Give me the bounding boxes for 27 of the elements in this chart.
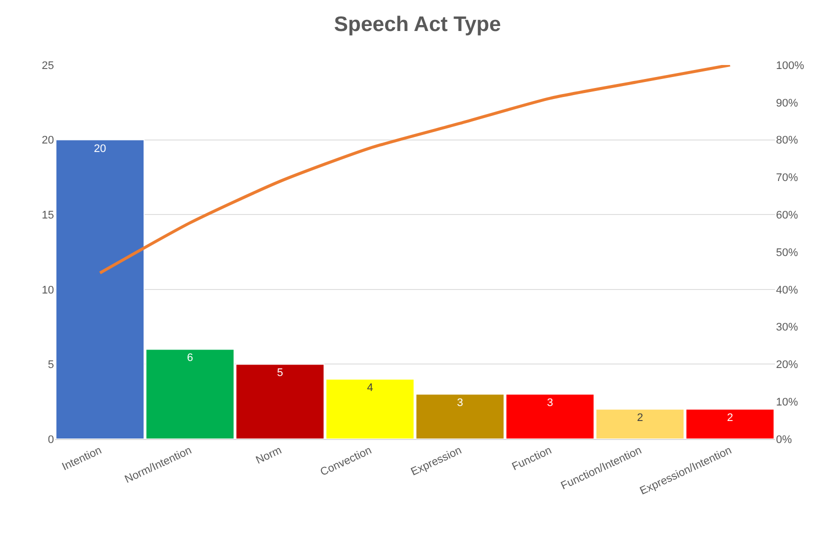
y-tick-label: 20 (42, 134, 54, 147)
data-label: 5 (276, 367, 284, 380)
x-tick-label: Norm (254, 444, 284, 467)
y2-tick-label: 50% (776, 246, 798, 259)
data-label: 6 (186, 352, 194, 364)
data-label: 3 (456, 397, 464, 410)
y2-tick-label: 20% (776, 359, 798, 372)
data-label: 2 (636, 412, 644, 424)
y2-tick-label: 100% (776, 60, 804, 72)
data-label: 20 (94, 142, 106, 155)
y-tick-label: 15 (42, 209, 54, 222)
y-tick-label: 25 (42, 60, 54, 72)
data-label: 3 (546, 397, 554, 410)
y2-tick-label: 70% (776, 172, 798, 184)
data-label: 2 (726, 412, 734, 424)
y2-tick-label: 90% (776, 97, 798, 110)
y2-tick-label: 10% (776, 396, 798, 408)
y2-tick-label: 60% (776, 209, 798, 222)
y2-tick-label: 30% (776, 322, 798, 334)
y2-tick-label: 80% (776, 134, 798, 147)
data-label: 4 (366, 382, 374, 394)
chart-title: Speech Act Type (334, 12, 501, 36)
y-tick-label: 10 (42, 284, 54, 296)
y-tick-label: 5 (48, 359, 54, 372)
y-tick-label: 0 (48, 434, 54, 446)
y2-tick-label: 0% (776, 434, 792, 446)
y2-tick-label: 40% (776, 284, 798, 296)
